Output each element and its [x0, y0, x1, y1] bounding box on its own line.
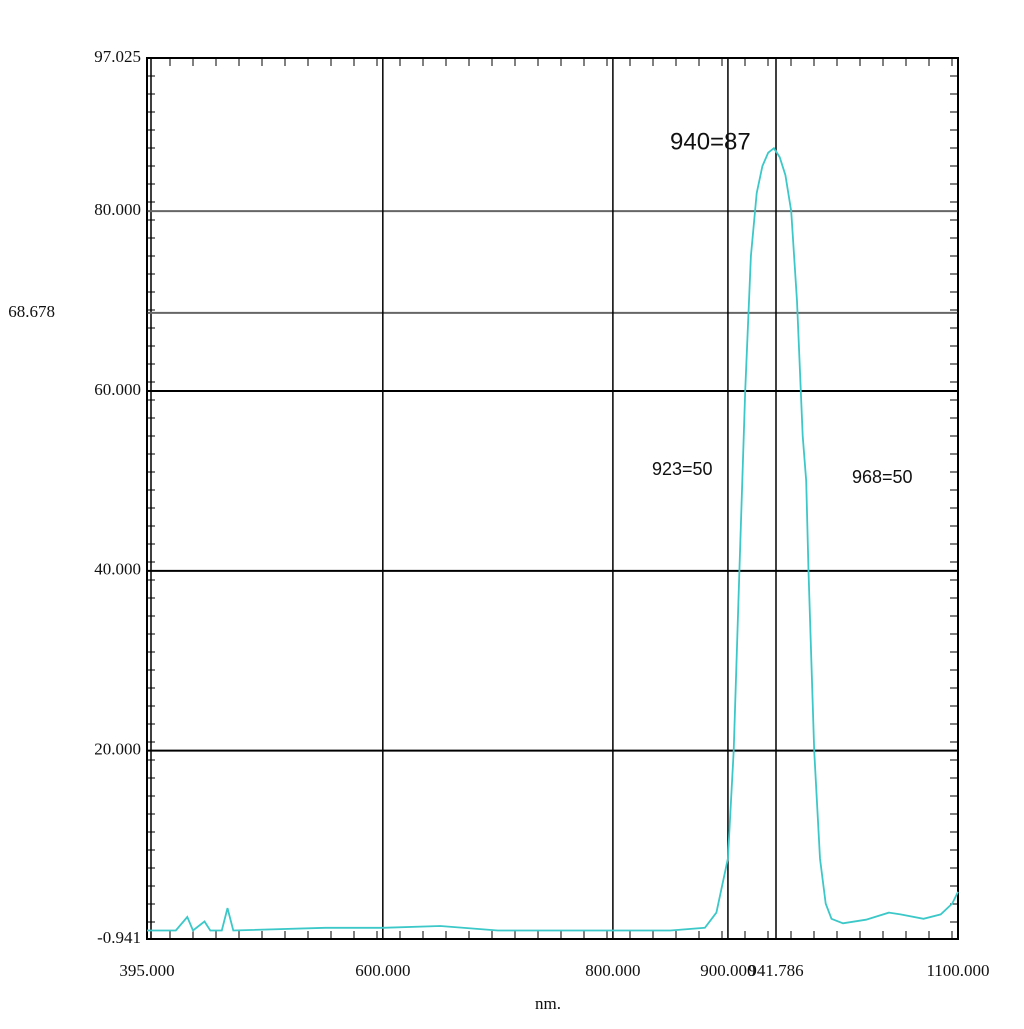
x-axis-label: nm.: [535, 994, 561, 1013]
y-tick-label: 20.000: [94, 740, 141, 759]
y-tick-label: 80.000: [94, 200, 141, 219]
x-tick-label: 800.000: [585, 961, 640, 980]
y-tick-label: -0.941: [97, 928, 141, 947]
annotation: 968=50: [852, 467, 913, 487]
x-tick-label: 395.000: [119, 961, 174, 980]
spectrum-line: [147, 146, 959, 932]
plot-frame: [146, 57, 959, 940]
y-tick-label: 40.000: [94, 560, 141, 579]
x-tick-label: 1100.000: [926, 961, 989, 980]
x-tick-label: 900.000: [700, 961, 755, 980]
annotation: 940=87: [670, 128, 751, 155]
y-tick-label: 97.025: [94, 47, 141, 66]
x-tick-label: 941.786: [748, 961, 803, 980]
y-tick-label: 60.000: [94, 380, 141, 399]
y-tick-label: 68.678: [8, 302, 55, 321]
annotation: 923=50: [652, 459, 713, 479]
x-tick-label: 600.000: [355, 961, 410, 980]
